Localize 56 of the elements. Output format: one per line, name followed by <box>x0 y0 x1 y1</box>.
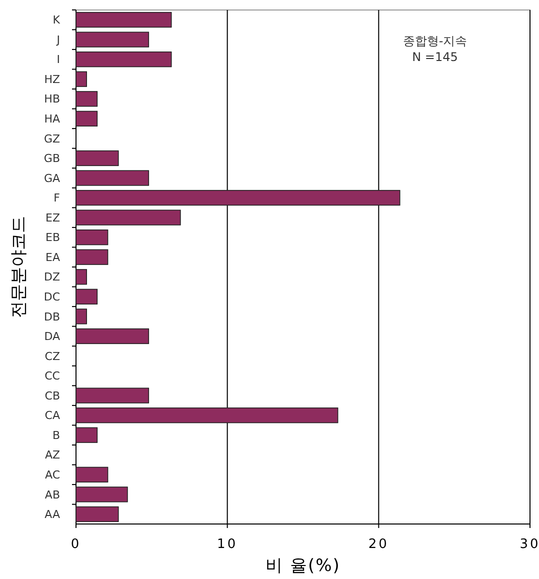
bar <box>76 230 108 246</box>
bar <box>76 506 119 522</box>
y-tick-label: J <box>56 33 60 46</box>
y-tick-label: DB <box>44 310 60 324</box>
y-tick-label: AA <box>44 508 60 522</box>
y-tick-label: CC <box>44 370 60 383</box>
y-tick-label: EA <box>46 250 60 264</box>
y-tick-label: AZ <box>44 448 60 462</box>
bar <box>76 12 172 28</box>
y-tick-label: K <box>52 14 61 27</box>
bar <box>76 110 98 126</box>
bar <box>76 32 150 48</box>
y-tick-label: GA <box>44 172 60 185</box>
x-tick-label: 20 <box>368 537 389 552</box>
bar <box>76 466 108 482</box>
y-tick-label: EZ <box>46 211 60 224</box>
bar <box>76 308 87 324</box>
y-tick-label: EB <box>46 231 60 244</box>
y-tick-label: AC <box>44 468 60 482</box>
y-tick-label: AB <box>44 488 60 502</box>
y-tick-label: HA <box>44 112 60 126</box>
bar <box>76 486 128 502</box>
bar <box>76 170 150 186</box>
x-axis-title: 비 율(%) <box>266 556 340 576</box>
bar <box>76 427 98 443</box>
bar <box>76 408 338 424</box>
bar <box>76 269 87 285</box>
x-tick-label: 0 <box>70 537 82 552</box>
y-tick-label: CZ <box>44 350 60 363</box>
y-axis-title: 전문분야코드 <box>9 216 29 318</box>
bar <box>76 288 98 304</box>
y-tick-label: CB <box>44 389 60 402</box>
y-tick-label: DA <box>44 330 60 344</box>
y-tick-label: B <box>52 428 60 442</box>
x-tick-label: 30 <box>520 537 539 552</box>
y-tick-label: HZ <box>44 72 60 86</box>
y-tick-label: HB <box>44 92 60 106</box>
bar <box>76 249 108 265</box>
bar <box>76 328 150 344</box>
bar <box>76 91 98 107</box>
y-tick-label: F <box>54 192 60 205</box>
y-tick-label: I <box>56 53 60 66</box>
annotation: N =145 <box>412 50 458 64</box>
y-tick-label: GZ <box>44 132 60 146</box>
y-tick-label: DZ <box>44 270 60 284</box>
y-tick-label: GB <box>44 152 60 166</box>
bar <box>76 150 119 166</box>
bar <box>76 71 87 87</box>
x-tick-label: 10 <box>217 537 238 552</box>
bar <box>76 190 400 206</box>
annotation: 종합형-지속 <box>402 34 468 48</box>
bar <box>76 388 150 404</box>
y-tick-label: CA <box>44 409 60 422</box>
bar <box>76 210 181 226</box>
bar <box>76 52 172 68</box>
y-tick-label: DC <box>44 290 60 304</box>
